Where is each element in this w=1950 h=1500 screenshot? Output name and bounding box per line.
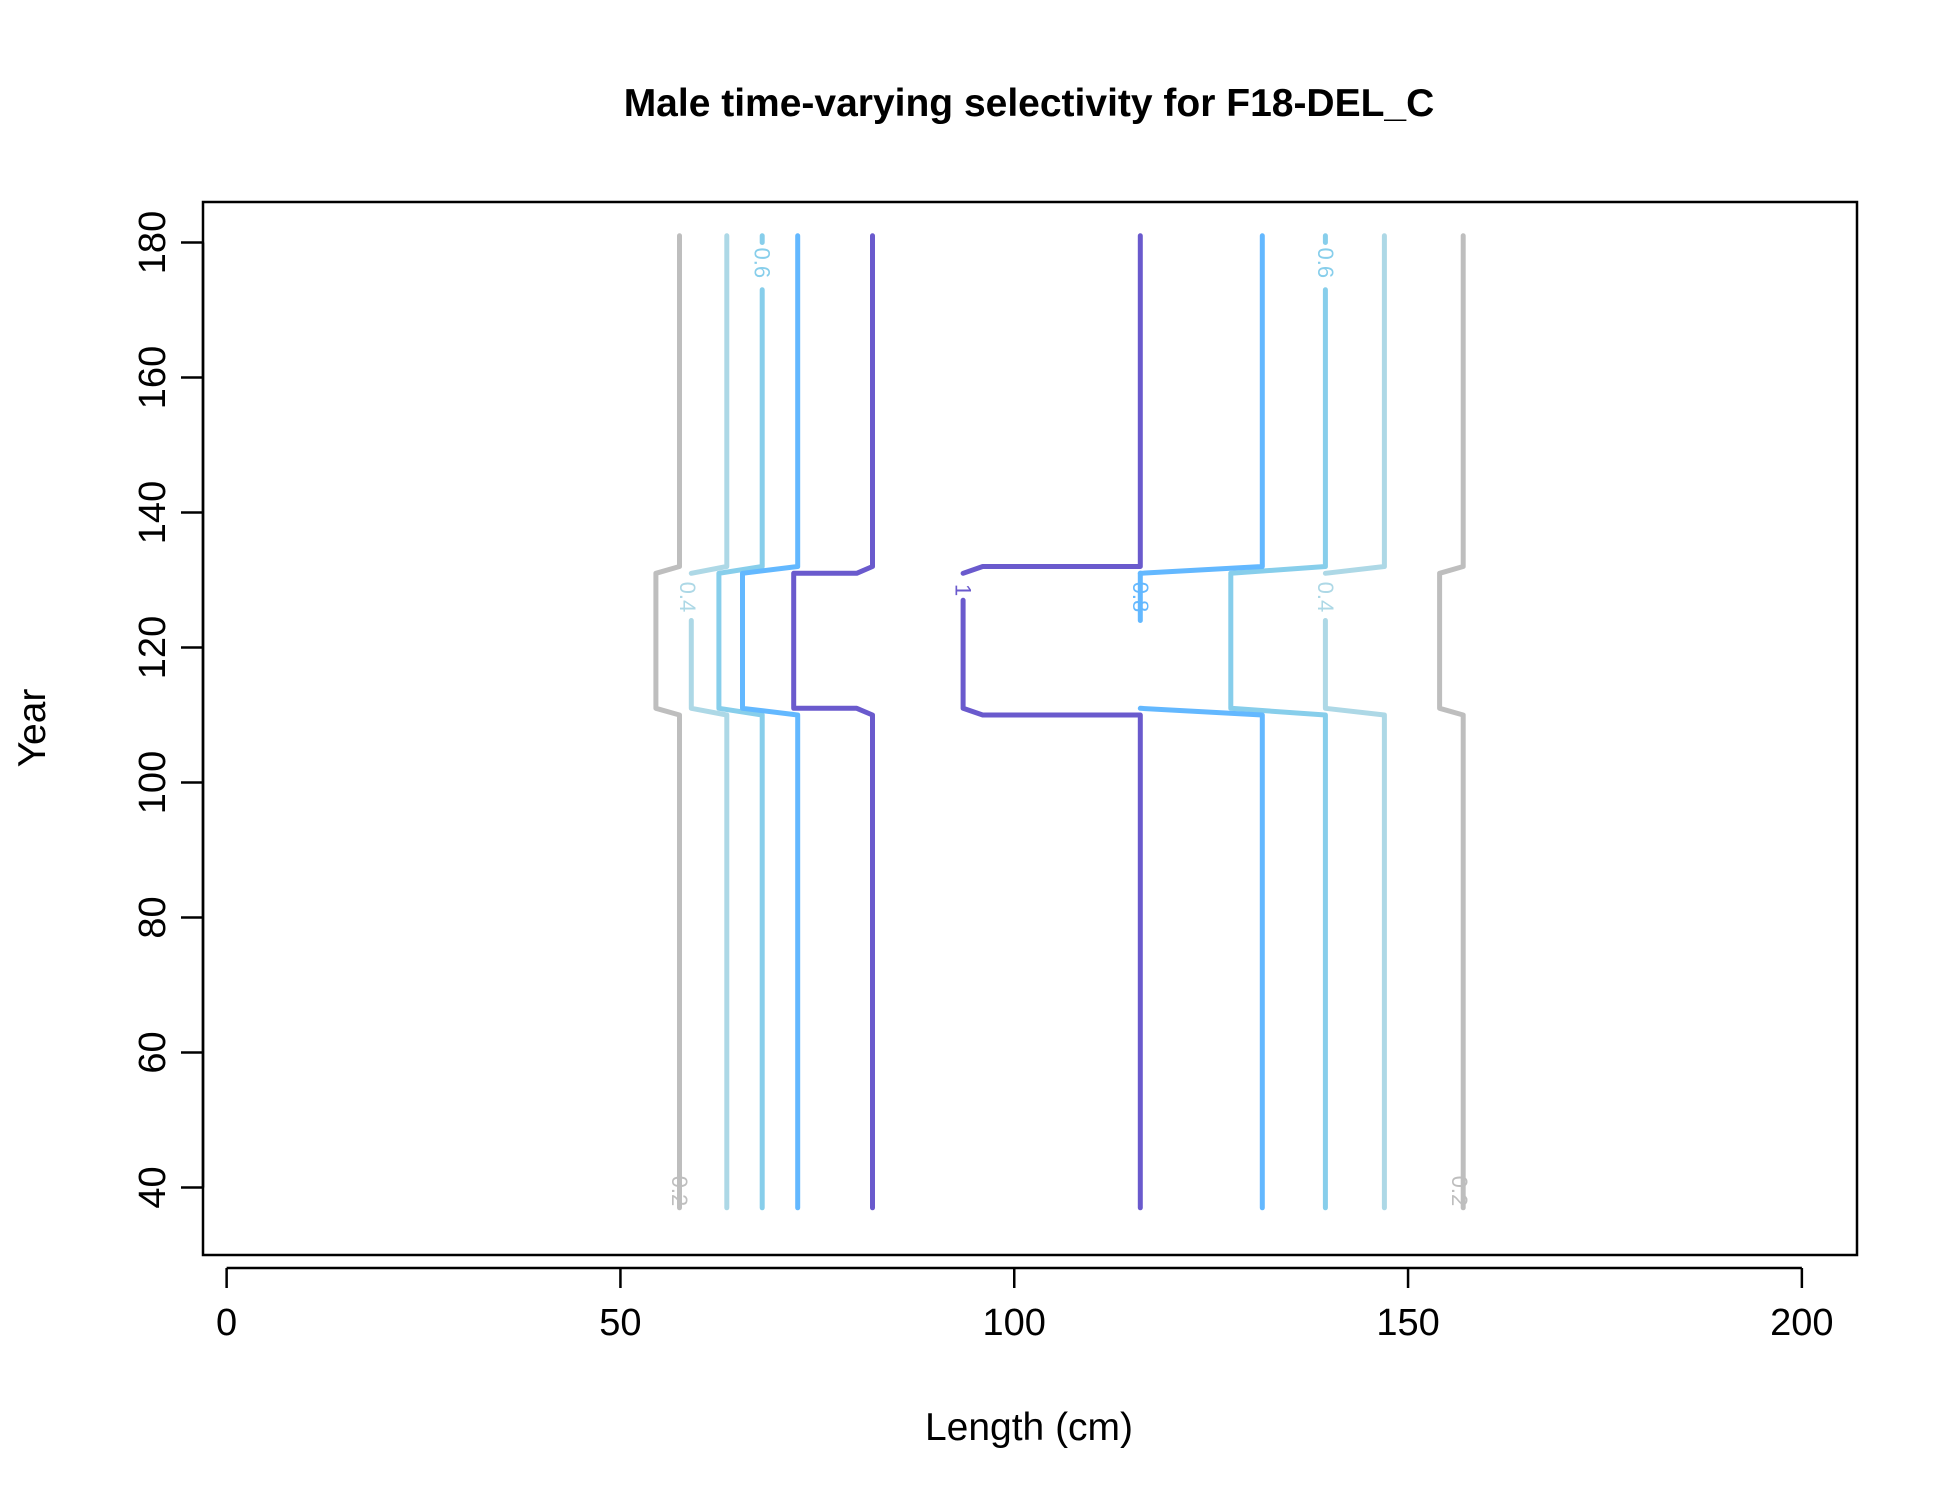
y-tick-label: 160: [132, 346, 174, 409]
y-tick-label: 80: [132, 896, 174, 938]
x-tick-label: 150: [1376, 1302, 1439, 1344]
contour-label: 0.4: [1313, 582, 1338, 613]
contour-line-0-4: [688, 618, 730, 1211]
y-axis-label: Year: [11, 689, 54, 768]
y-axis: 40 60 80 100 120 140 160 180: [132, 211, 205, 1209]
contour-line-0-4: [1322, 233, 1387, 576]
contour-line-0-2: [653, 233, 682, 1211]
contour-label: 1: [951, 584, 976, 596]
contour-line-0-8: [1137, 233, 1265, 576]
contour-line-1: [960, 597, 1143, 1211]
contour-label: 0.2: [1447, 1176, 1472, 1207]
contour-line-0-4: [688, 233, 730, 576]
contour-line-1: [960, 233, 1143, 576]
x-axis-label: Length (cm): [925, 1406, 1133, 1449]
contour-line-0-6: [716, 287, 765, 1211]
y-tick-label: 100: [132, 751, 174, 814]
contour-line-0-4: [1322, 618, 1387, 1211]
contour-line-0-8: [740, 233, 801, 1211]
chart-title: Male time-varying selectivity for F18-DE…: [624, 82, 1435, 125]
contour-label: 0.2: [667, 1176, 692, 1207]
contour-label: 0.6: [750, 248, 775, 279]
y-tick-label: 60: [132, 1031, 174, 1073]
y-tick-label: 40: [132, 1166, 174, 1208]
y-tick-label: 140: [132, 481, 174, 544]
contour-line-1: [791, 233, 875, 1211]
contour-line-0-6: [1228, 287, 1328, 1211]
x-tick-label: 200: [1770, 1302, 1833, 1344]
contour-label: 0.4: [675, 582, 700, 613]
contour-label: 0.6: [1313, 248, 1338, 279]
x-tick-label: 0: [216, 1302, 237, 1344]
contour-label: 0.8: [1128, 582, 1153, 613]
contour-labels: 0.2 0.2 0.4 0.4 0.6 0.6 0.8 1: [667, 248, 1472, 1207]
x-tick-label: 50: [599, 1302, 641, 1344]
y-tick-label: 180: [132, 211, 174, 274]
x-tick-label: 100: [983, 1302, 1046, 1344]
contour-line-0-8: [1137, 705, 1265, 1211]
contour-lines: [653, 233, 1466, 1211]
y-tick-label: 120: [132, 616, 174, 679]
contour-line-0-2: [1437, 233, 1466, 1211]
x-axis: 0 50 100 150 200: [216, 1266, 1834, 1344]
